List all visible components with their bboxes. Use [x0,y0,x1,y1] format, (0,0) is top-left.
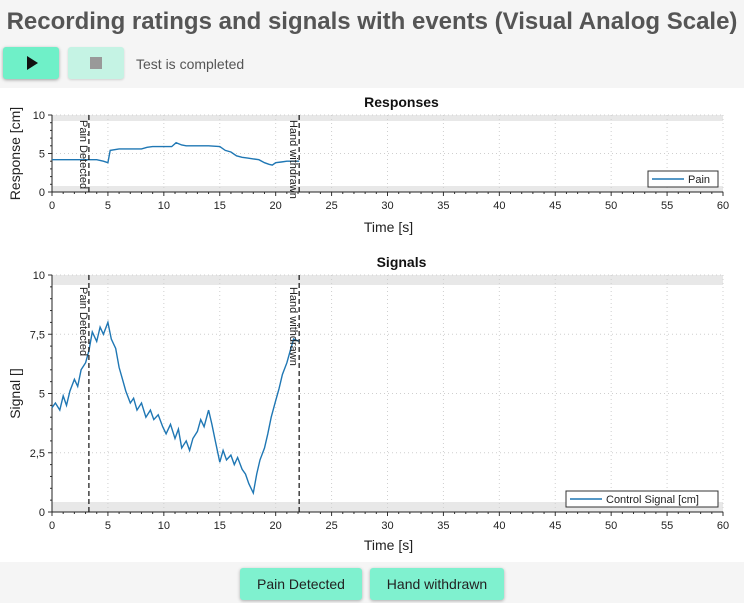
x-tick-label: 25 [325,200,337,212]
upper-band [52,115,723,121]
x-tick-label: 15 [214,520,226,532]
chart-title: Responses [364,94,439,110]
legend-label: Control Signal [cm] [606,494,699,506]
x-tick-label: 60 [717,520,729,532]
responses-chart: Responses 0 5 10 15 20 25 30 35 40 45 50 55 60 0 5 10 Tim… [7,94,729,235]
legend-box [565,490,719,508]
event-label: Hand withdrawn [287,287,299,366]
plot-area [0,88,744,562]
x-tick-label: 0 [49,520,55,532]
y-tick-label: 2,5 [30,448,45,460]
y-tick-label: 7,5 [30,329,45,341]
x-tick-label: 35 [437,200,449,212]
x-tick-label: 40 [493,520,505,532]
x-tick-label: 60 [717,200,729,212]
x-axis-label: Time [s] [364,219,413,235]
signals-chart: Signals 0 5 10 15 20 25 30 35 40 45 50 55 60 0 2,5 5 7,5 1… [7,254,729,553]
event-label: Pain Detected [77,287,89,356]
y-tick-label: 10 [33,270,45,282]
x-tick-label: 30 [381,200,393,212]
y-tick-label: 0 [39,187,45,199]
x-tick-label: 10 [158,520,170,532]
series-line [51,319,300,496]
x-tick-label: 55 [661,200,673,212]
stop-button[interactable] [68,47,124,79]
status-text: Test is completed [136,56,245,72]
x-tick-label: 5 [105,520,111,532]
legend-label: Pain [688,174,710,186]
x-tick-label: 5 [105,200,111,212]
x-tick-label: 20 [270,520,282,532]
y-tick-label: 5 [39,149,45,161]
hand-withdrawn-button[interactable]: Hand withdrawn [370,568,504,600]
x-tick-label: 30 [381,520,393,532]
y-axis-label: Response [cm] [7,107,23,200]
event-label: Hand withdrawn [287,120,299,199]
chart-title: Signals [377,254,427,270]
x-axis-label: Time [s] [364,537,413,553]
y-tick-label: 0 [39,507,45,519]
x-tick-label: 15 [214,200,226,212]
x-tick-label: 40 [493,200,505,212]
page-title: Recording ratings and signals with event… [6,8,738,35]
x-tick-label: 10 [158,200,170,212]
lower-band [52,186,723,192]
x-tick-label: 35 [437,520,449,532]
x-tick-label: 25 [325,520,337,532]
y-axis-label: Signal [] [7,368,23,419]
y-tick-label: 5 [39,389,45,401]
x-tick-label: 50 [605,520,617,532]
x-tick-label: 0 [49,200,55,212]
x-tick-label: 55 [661,520,673,532]
event-label: Pain Detected [77,120,89,189]
x-tick-label: 45 [549,200,561,212]
x-tick-label: 45 [549,520,561,532]
play-icon [27,56,38,70]
x-tick-label: 50 [605,200,617,212]
pain-detected-button[interactable]: Pain Detected [240,568,362,600]
x-tick-label: 20 [270,200,282,212]
stop-icon [90,57,102,69]
play-button[interactable] [3,47,59,79]
y-tick-label: 10 [33,110,45,122]
series-line [52,141,300,166]
